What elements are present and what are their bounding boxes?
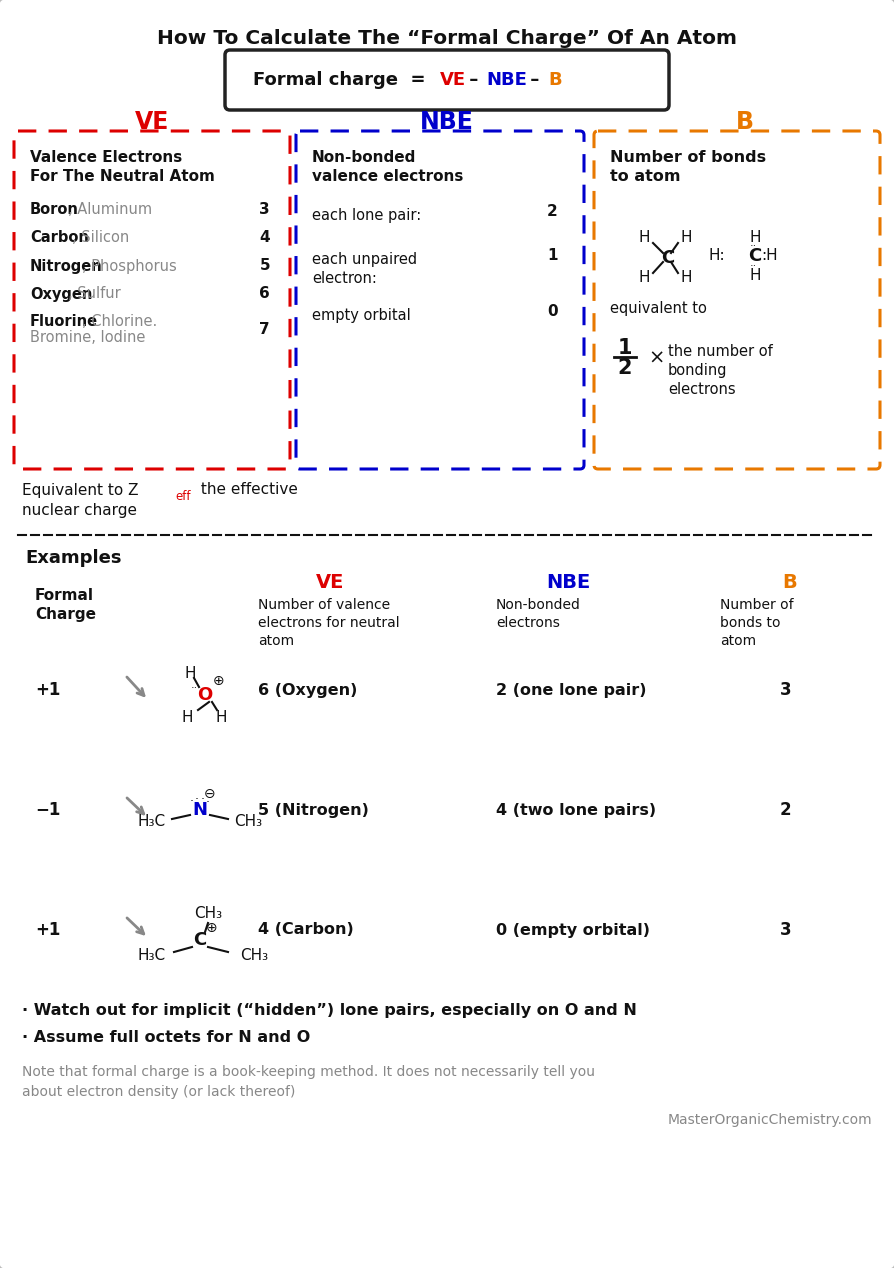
Text: Number of valence
electrons for neutral
atom: Number of valence electrons for neutral … xyxy=(258,598,400,648)
Text: eff: eff xyxy=(175,489,190,502)
Text: H:: H: xyxy=(708,249,725,264)
Text: 3: 3 xyxy=(780,681,791,699)
Text: VE: VE xyxy=(316,572,344,591)
Text: C: C xyxy=(748,247,762,265)
Text: 4 (two lone pairs): 4 (two lone pairs) xyxy=(496,803,656,818)
Text: · Assume full octets for N and O: · Assume full octets for N and O xyxy=(22,1031,310,1046)
Text: Number of bonds
to atom: Number of bonds to atom xyxy=(610,150,766,184)
Text: CH₃: CH₃ xyxy=(234,814,262,829)
Text: CH₃: CH₃ xyxy=(240,947,268,962)
Text: Valence Electrons
For The Neutral Atom: Valence Electrons For The Neutral Atom xyxy=(30,150,215,184)
Text: B: B xyxy=(782,572,797,591)
Text: 7: 7 xyxy=(259,322,270,337)
Text: Nitrogen: Nitrogen xyxy=(30,259,103,274)
Text: about electron density (or lack thereof): about electron density (or lack thereof) xyxy=(22,1085,295,1099)
Text: 3: 3 xyxy=(780,921,791,940)
Text: How To Calculate The “Formal Charge” Of An Atom: How To Calculate The “Formal Charge” Of … xyxy=(157,28,737,47)
Text: C: C xyxy=(193,931,207,948)
Text: Number of
bonds to
atom: Number of bonds to atom xyxy=(720,598,794,648)
FancyBboxPatch shape xyxy=(296,131,584,469)
Text: ··: ·· xyxy=(190,683,198,694)
Text: 1: 1 xyxy=(547,249,558,264)
Text: · Watch out for implicit (“hidden”) lone pairs, especially on O and N: · Watch out for implicit (“hidden”) lone… xyxy=(22,1003,637,1017)
Text: VE: VE xyxy=(135,110,169,134)
Text: B: B xyxy=(548,71,561,89)
Text: 0: 0 xyxy=(547,304,558,320)
Text: H: H xyxy=(638,231,650,246)
Text: 3: 3 xyxy=(259,203,270,218)
Text: B: B xyxy=(736,110,754,134)
Text: Bromine, Iodine: Bromine, Iodine xyxy=(30,331,146,345)
Text: NBE: NBE xyxy=(546,572,590,591)
Text: 5: 5 xyxy=(259,259,270,274)
Text: 2: 2 xyxy=(547,204,558,219)
Text: 4 (Carbon): 4 (Carbon) xyxy=(258,923,354,937)
Text: N: N xyxy=(192,801,207,819)
Text: MasterOrganicChemistry.com: MasterOrganicChemistry.com xyxy=(668,1113,872,1127)
Text: equivalent to: equivalent to xyxy=(610,301,707,316)
Text: , Silicon: , Silicon xyxy=(72,231,130,246)
Text: 6 (Oxygen): 6 (Oxygen) xyxy=(258,682,358,697)
Text: 1: 1 xyxy=(618,339,632,358)
Text: Examples: Examples xyxy=(25,549,122,567)
Text: C: C xyxy=(662,249,675,268)
Text: Note that formal charge is a book-keeping method. It does not necessarily tell y: Note that formal charge is a book-keepin… xyxy=(22,1065,595,1079)
Text: each unpaired
electron:: each unpaired electron: xyxy=(312,252,417,287)
Text: ·: · xyxy=(190,795,194,809)
Text: ··: ·· xyxy=(749,261,756,271)
Text: H₃C: H₃C xyxy=(138,947,166,962)
Text: ⊕: ⊕ xyxy=(207,921,218,935)
Text: Non-bonded
valence electrons: Non-bonded valence electrons xyxy=(312,150,463,184)
Text: –: – xyxy=(524,71,545,89)
Text: H: H xyxy=(749,269,761,284)
Text: Formal charge  =: Formal charge = xyxy=(253,71,438,89)
Text: ·: · xyxy=(195,794,199,806)
Text: 6: 6 xyxy=(259,287,270,302)
Text: , Chlorine.: , Chlorine. xyxy=(82,314,157,330)
Text: ··: ·· xyxy=(749,241,756,251)
Text: Carbon: Carbon xyxy=(30,231,89,246)
Text: Formal
Charge: Formal Charge xyxy=(35,588,96,623)
FancyBboxPatch shape xyxy=(14,131,290,469)
Text: , Aluminum: , Aluminum xyxy=(68,203,152,218)
Text: empty orbital: empty orbital xyxy=(312,308,410,323)
Text: −1: −1 xyxy=(35,801,61,819)
Text: , Phosphorus: , Phosphorus xyxy=(82,259,177,274)
FancyBboxPatch shape xyxy=(594,131,880,469)
Text: NBE: NBE xyxy=(486,71,527,89)
Text: :H: :H xyxy=(761,249,778,264)
Text: H₃C: H₃C xyxy=(138,814,166,829)
Text: H: H xyxy=(215,710,227,724)
FancyBboxPatch shape xyxy=(225,49,669,110)
Text: Non-bonded
electrons: Non-bonded electrons xyxy=(496,598,581,630)
Text: CH₃: CH₃ xyxy=(194,907,222,922)
Text: +1: +1 xyxy=(35,921,61,940)
Text: H: H xyxy=(184,666,196,681)
Text: the number of
bonding
electrons: the number of bonding electrons xyxy=(668,344,772,397)
Text: Fluorine: Fluorine xyxy=(30,314,98,330)
Text: VE: VE xyxy=(440,71,466,89)
Text: H: H xyxy=(680,270,692,285)
Text: ⊖: ⊖ xyxy=(204,787,215,801)
Text: H: H xyxy=(181,710,193,724)
Text: each lone pair:: each lone pair: xyxy=(312,208,421,223)
Text: Boron: Boron xyxy=(30,203,79,218)
Text: +1: +1 xyxy=(35,681,61,699)
Text: 5 (Nitrogen): 5 (Nitrogen) xyxy=(258,803,369,818)
Text: 2: 2 xyxy=(618,358,632,378)
Text: ⊕: ⊕ xyxy=(213,675,224,689)
Text: nuclear charge: nuclear charge xyxy=(22,502,137,517)
Text: NBE: NBE xyxy=(420,110,474,134)
Text: ×: × xyxy=(648,349,664,368)
Text: O: O xyxy=(198,686,213,704)
Text: Oxygen: Oxygen xyxy=(30,287,92,302)
Text: ·: · xyxy=(201,794,205,806)
Text: the effective: the effective xyxy=(196,483,298,497)
Text: , Sulfur: , Sulfur xyxy=(68,287,121,302)
Text: ·: · xyxy=(206,796,210,809)
Text: H: H xyxy=(749,231,761,246)
Text: H: H xyxy=(638,270,650,285)
Text: –: – xyxy=(463,71,485,89)
Text: H: H xyxy=(680,231,692,246)
